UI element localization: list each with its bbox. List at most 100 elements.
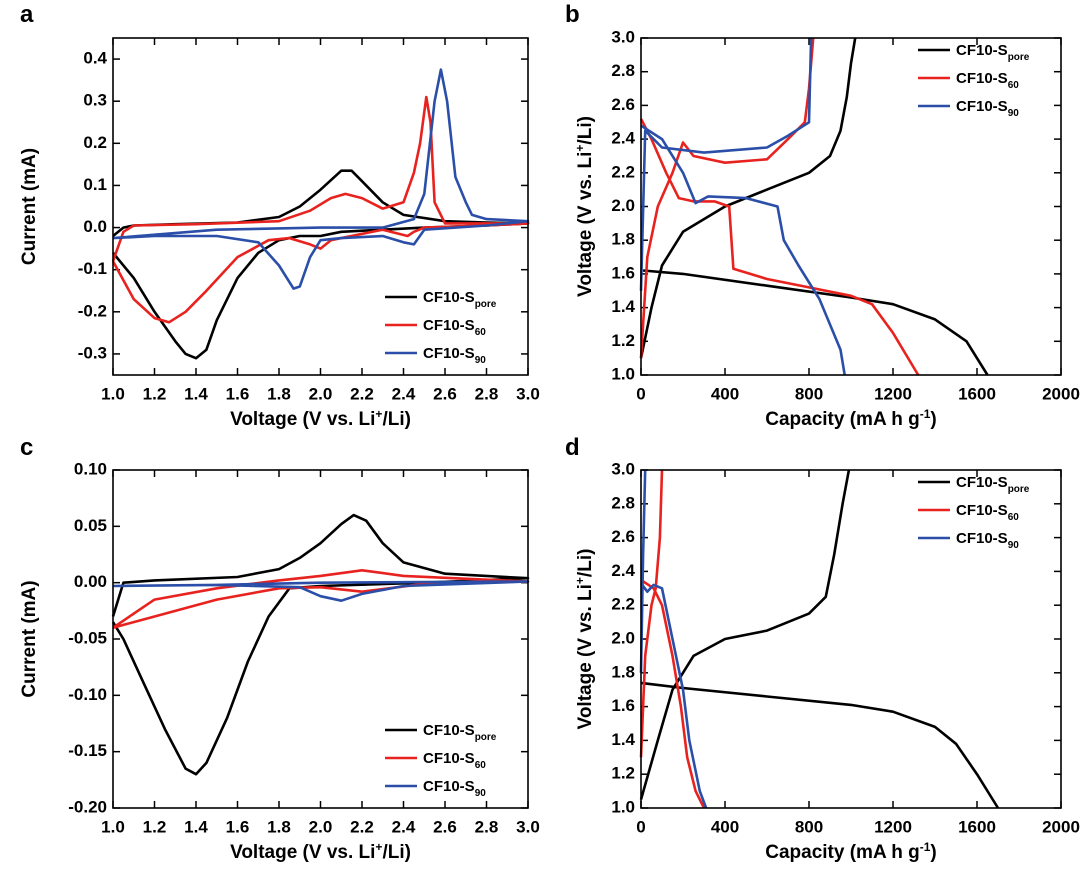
plot-frame xyxy=(640,469,1062,809)
legend-subscript: 90 xyxy=(475,788,487,799)
legend-name: CF10-S xyxy=(423,750,475,767)
legend-subscript: pore xyxy=(475,299,497,310)
y-tick-label: 1.6 xyxy=(611,696,635,715)
y-tick-label: 1.4 xyxy=(611,297,635,316)
x-axis-label-part: Voltage (V vs. Li xyxy=(230,409,375,430)
x-tick-label: 3.0 xyxy=(516,817,540,836)
y-tick-label: -0.3 xyxy=(78,343,107,362)
x-tick-label: 1.2 xyxy=(143,384,167,403)
plot-frame xyxy=(112,469,529,809)
y-tick-label: 2.0 xyxy=(611,196,635,215)
y-tick-label: 3.0 xyxy=(611,459,635,478)
y-tick-label: 2.6 xyxy=(611,95,635,114)
panel-label: a xyxy=(20,1,34,28)
x-tick-label: 800 xyxy=(795,817,823,836)
x-axis-label-part: + xyxy=(375,407,382,421)
x-tick-label: 400 xyxy=(711,817,739,836)
panel: b 0 400 800 1200 1600 2000 1.0 1.2 1.4 1.6 1.8 2.0 2.… xyxy=(565,1,1080,430)
x-tick-label: 1600 xyxy=(958,384,996,403)
x-tick-label: 2.4 xyxy=(392,384,416,403)
y-tick-label: 1.8 xyxy=(611,230,635,249)
data-line xyxy=(112,580,530,602)
legend-subscript: pore xyxy=(1008,484,1030,495)
y-axis-label-part: + xyxy=(573,145,587,152)
x-axis-label-part: Capacity (mA h g xyxy=(765,842,920,863)
legend-label: CF10-S90 xyxy=(423,345,486,366)
x-tick-label: 2000 xyxy=(1042,817,1080,836)
x-tick-label: 1200 xyxy=(874,817,912,836)
legend-label: CF10-S90 xyxy=(956,98,1019,119)
panel-label: b xyxy=(565,1,580,28)
data-line xyxy=(639,469,1000,809)
x-tick-label: 3.0 xyxy=(516,384,540,403)
plot-frame xyxy=(112,37,529,376)
x-tick-label: 1.0 xyxy=(101,384,125,403)
y-tick-label: 0.1 xyxy=(83,175,107,194)
y-axis-label: Voltage (V vs. Li+/Li) xyxy=(573,116,596,297)
x-tick-label: 400 xyxy=(711,384,739,403)
y-axis-label: Voltage (V vs. Li+/Li) xyxy=(573,549,596,730)
x-axis-label-part: -1 xyxy=(920,840,931,854)
legend-name: CF10-S xyxy=(956,98,1008,115)
x-axis-label: Voltage (V vs. Li+/Li) xyxy=(230,840,411,863)
x-tick-label: 1.8 xyxy=(267,384,291,403)
panel: d 0 400 800 1200 1600 2000 1.0 1.2 1.4 1.6 1.8 2.0 2.… xyxy=(565,434,1080,863)
x-axis-label: Capacity (mA h g-1) xyxy=(765,407,937,430)
y-tick-label: -0.15 xyxy=(68,741,107,760)
y-tick-label: 1.8 xyxy=(611,662,635,681)
x-tick-label: 1.4 xyxy=(184,384,208,403)
data-line xyxy=(639,37,989,376)
y-tick-label: 1.4 xyxy=(611,730,635,749)
data-line xyxy=(112,68,530,290)
legend-name: CF10-S xyxy=(423,722,475,739)
y-tick-label: -0.05 xyxy=(68,628,107,647)
y-tick-label: -0.2 xyxy=(78,301,107,320)
legend-subscript: 90 xyxy=(1008,540,1020,551)
legend-name: CF10-S xyxy=(956,502,1008,519)
legend-name: CF10-S xyxy=(423,778,475,795)
y-axis-label-part: Voltage (V vs. Li xyxy=(575,584,596,729)
legend-subscript: pore xyxy=(475,732,497,743)
y-tick-label: 1.0 xyxy=(611,797,635,816)
y-tick-label: -0.1 xyxy=(78,259,107,278)
x-tick-label: 1.6 xyxy=(226,384,250,403)
legend-label: CF10-S60 xyxy=(423,750,486,771)
x-tick-label: 1200 xyxy=(874,384,912,403)
y-axis-label: Current (mA) xyxy=(19,580,40,697)
x-tick-label: 0 xyxy=(636,384,645,403)
x-tick-label: 1.8 xyxy=(267,817,291,836)
y-tick-label: 2.4 xyxy=(611,129,635,148)
x-tick-label: 0 xyxy=(636,817,645,836)
x-tick-label: 2.0 xyxy=(309,384,333,403)
x-tick-label: 2.4 xyxy=(392,817,416,836)
legend-label: CF10-Spore xyxy=(956,474,1030,495)
legend-subscript: pore xyxy=(1008,52,1030,63)
legend-subscript: 60 xyxy=(475,760,487,771)
x-tick-label: 1.2 xyxy=(143,817,167,836)
data-line xyxy=(639,469,708,809)
y-tick-label: 2.2 xyxy=(611,162,635,181)
legend-label: CF10-Spore xyxy=(956,42,1030,63)
x-tick-label: 2.6 xyxy=(433,817,457,836)
y-tick-label: 0.0 xyxy=(83,217,107,236)
y-tick-label: 2.8 xyxy=(611,493,635,512)
y-tick-label: 1.0 xyxy=(611,364,635,383)
legend-label: CF10-Spore xyxy=(423,289,497,310)
y-tick-label: 0.2 xyxy=(83,133,107,152)
x-axis-label-part: Voltage (V vs. Li xyxy=(230,842,375,863)
x-axis-label-part: -1 xyxy=(920,407,931,421)
x-tick-label: 2.2 xyxy=(350,384,374,403)
panel: c 1.0 1.2 1.4 1.6 1.8 2.0 2.2 2.4 2.6 2.8 3.0 -0.20 -… xyxy=(19,434,540,863)
x-axis-label-part: Capacity (mA h g xyxy=(765,409,920,430)
x-tick-label: 2000 xyxy=(1042,384,1080,403)
legend-name: CF10-S xyxy=(423,317,475,334)
x-tick-label: 2.0 xyxy=(309,817,333,836)
y-tick-label: 3.0 xyxy=(611,27,635,46)
data-line xyxy=(639,37,846,376)
y-tick-label: 1.2 xyxy=(611,764,635,783)
